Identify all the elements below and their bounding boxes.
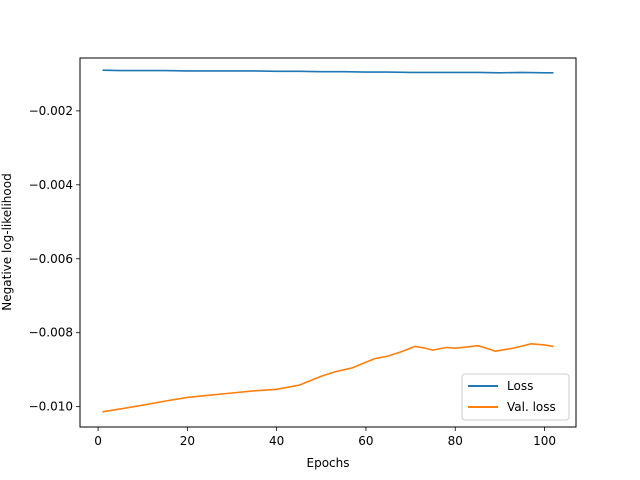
plot-frame	[79, 57, 577, 428]
x-tick-label: 40	[269, 434, 284, 448]
series-lines	[102, 69, 554, 413]
x-tick-label: 60	[358, 434, 373, 448]
x-tick-label: 100	[533, 434, 556, 448]
x-tick-label: 0	[94, 434, 102, 448]
y-tick-label: −0.008	[29, 326, 73, 340]
legend-label-loss: Loss	[507, 379, 533, 393]
axis-ticks: 0 20 40 60 80 100 −0.002 −0.004 −0.006 −0.008 −0.0…	[29, 104, 556, 448]
y-axis-label: Negative log-likelihood	[0, 173, 14, 310]
x-tick-label: 80	[448, 434, 463, 448]
y-tick-label: −0.006	[29, 252, 73, 266]
series-line-loss	[102, 69, 554, 74]
legend-label-val-loss: Val. loss	[507, 400, 556, 414]
series-line-val-loss	[102, 342, 554, 413]
y-tick-label: −0.002	[29, 104, 73, 118]
x-axis-label: Epochs	[307, 456, 350, 470]
x-tick-label: 20	[180, 434, 195, 448]
legend: Loss Val. loss	[461, 373, 570, 421]
y-tick-label: −0.004	[29, 178, 73, 192]
y-tick-label: −0.010	[29, 400, 73, 414]
